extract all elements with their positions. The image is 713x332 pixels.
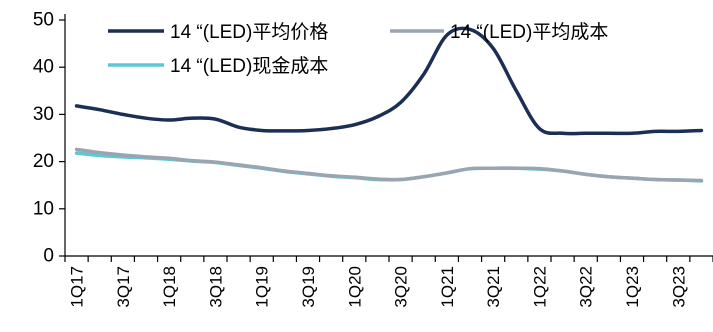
y-tick-label: 40 bbox=[33, 57, 54, 78]
x-tick-label: 3Q20 bbox=[392, 266, 411, 308]
y-tick-label: 20 bbox=[33, 151, 54, 172]
series-line-0 bbox=[74, 26, 704, 136]
x-tick-label: 3Q17 bbox=[114, 266, 133, 308]
y-tick-label: 0 bbox=[43, 246, 54, 267]
y-tick-label: 50 bbox=[33, 10, 54, 31]
y-axis-ticks: 0 10 20 30 40 50 bbox=[33, 10, 65, 267]
legend: 14 “(LED)平均价格 14 “(LED)平均成本 14 “(LED)现金成本 bbox=[108, 21, 608, 77]
x-tick-label: 1Q17 bbox=[68, 266, 87, 308]
x-tick-label: 3Q23 bbox=[669, 266, 688, 308]
series-group bbox=[74, 26, 704, 183]
legend-label-1: 14 “(LED)平均成本 bbox=[450, 21, 608, 43]
x-tick-label: 1Q23 bbox=[623, 266, 642, 308]
x-tick-label: 1Q18 bbox=[160, 266, 179, 308]
x-tick-label: 1Q22 bbox=[530, 266, 549, 308]
legend-label-2: 14 “(LED)现金成本 bbox=[170, 55, 328, 77]
x-tick-label: 3Q21 bbox=[484, 266, 503, 308]
x-tick-label: 1Q21 bbox=[438, 266, 457, 308]
x-tick-label: 1Q20 bbox=[345, 266, 364, 308]
x-tick-label: 3Q19 bbox=[299, 266, 318, 308]
legend-label-0: 14 “(LED)平均价格 bbox=[170, 21, 328, 43]
x-tick-label: 3Q18 bbox=[206, 266, 225, 308]
x-tick-label: 3Q22 bbox=[577, 266, 596, 308]
series-line-1 bbox=[74, 147, 704, 183]
y-tick-label: 30 bbox=[33, 104, 54, 125]
x-tick-label: 1Q19 bbox=[253, 266, 272, 308]
y-tick-label: 10 bbox=[33, 198, 54, 219]
x-axis-ticks: 1Q17 3Q17 1Q18 3Q18 1Q19 3Q19 1Q20 3Q20 1Q21 3Q21… bbox=[64, 256, 713, 308]
